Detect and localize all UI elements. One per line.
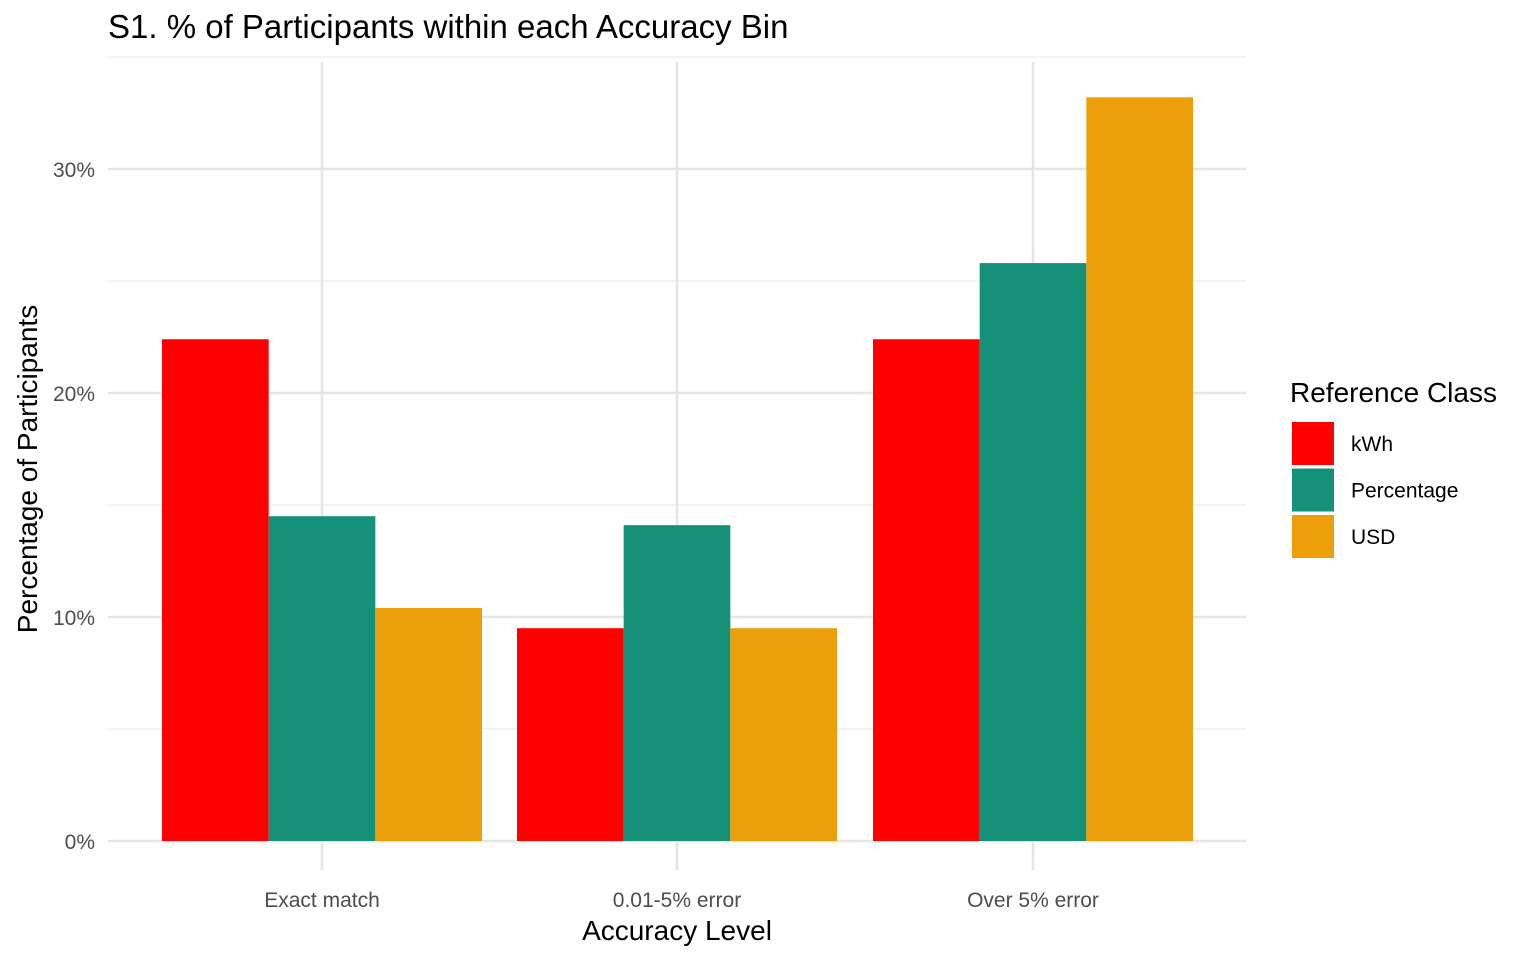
y-axis-ticks: 0% 10% 20% 30% xyxy=(53,159,95,854)
x-axis-title: Accuracy Level xyxy=(582,915,772,946)
legend-label-usd: USD xyxy=(1351,526,1395,549)
bar-percentage-2 xyxy=(623,525,731,841)
bar-kwh-3 xyxy=(873,339,980,841)
bar-percentage-1 xyxy=(268,516,376,841)
bar-usd-1 xyxy=(375,608,482,841)
legend-title: Reference Class xyxy=(1290,377,1497,408)
y-tick-label: 30% xyxy=(53,159,95,182)
y-tick-label: 20% xyxy=(53,383,95,406)
legend-swatch-usd xyxy=(1292,515,1334,558)
x-tick-label: Over 5% error xyxy=(967,889,1099,912)
y-axis-title: Percentage of Participants xyxy=(12,305,43,633)
x-tick-label: Exact match xyxy=(264,889,380,912)
y-tick-label: 10% xyxy=(53,607,95,630)
bars xyxy=(162,97,1193,842)
bar-kwh-2 xyxy=(517,628,624,841)
legend-swatch-kwh xyxy=(1292,422,1334,465)
legend-items: kWh Percentage USD xyxy=(1292,422,1458,558)
legend: Reference Class kWh Percentage USD xyxy=(1290,377,1497,558)
y-tick-label: 0% xyxy=(65,831,95,854)
bar-usd-3 xyxy=(1086,97,1193,841)
legend-label-kwh: kWh xyxy=(1351,433,1393,456)
legend-label-percentage: Percentage xyxy=(1351,480,1458,503)
x-axis-ticks: Exact match 0.01-5% error Over 5% error xyxy=(264,889,1099,912)
legend-swatch-percentage xyxy=(1292,468,1334,512)
x-tick-label: 0.01-5% error xyxy=(613,889,741,912)
chart-title: S1. % of Participants within each Accura… xyxy=(108,8,789,45)
bar-kwh-1 xyxy=(162,339,269,841)
bar-usd-2 xyxy=(730,628,837,841)
bar-percentage-3 xyxy=(979,263,1087,842)
